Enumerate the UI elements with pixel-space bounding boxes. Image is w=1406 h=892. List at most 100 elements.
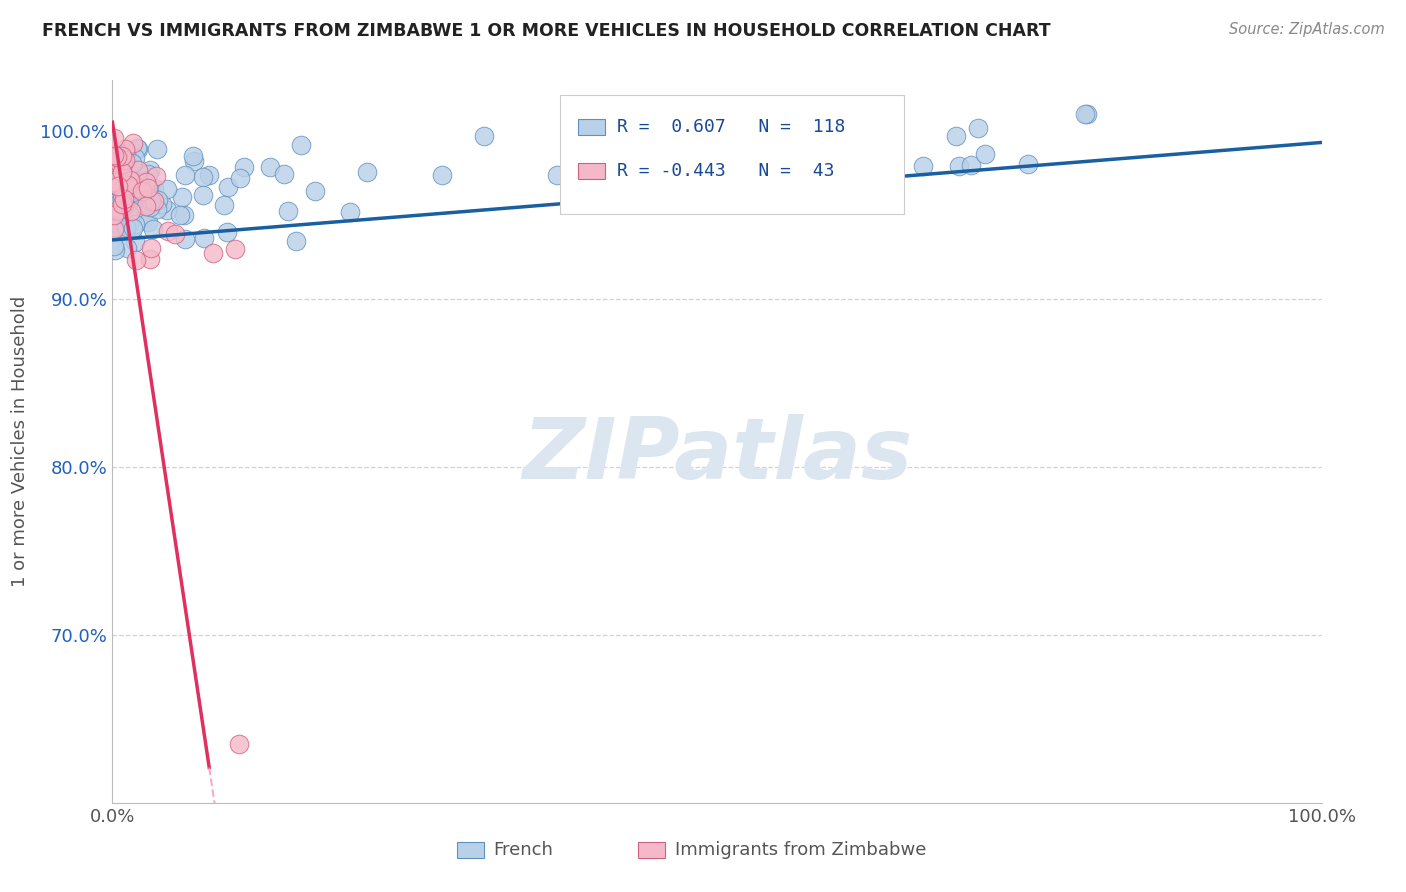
Point bbox=[610, 150, 633, 164]
Point bbox=[138, 168, 160, 182]
Point bbox=[229, 171, 252, 186]
Point bbox=[143, 194, 166, 208]
Point bbox=[146, 202, 169, 216]
Point bbox=[145, 142, 167, 156]
Text: R =  0.607   N =  118: R = 0.607 N = 118 bbox=[617, 119, 845, 136]
Point bbox=[1074, 107, 1097, 121]
Point bbox=[104, 220, 127, 235]
Point bbox=[112, 192, 135, 206]
Text: ZIPatlas: ZIPatlas bbox=[522, 415, 912, 498]
Point bbox=[156, 202, 179, 217]
Point bbox=[1017, 157, 1039, 171]
Point bbox=[339, 205, 361, 219]
Point bbox=[121, 185, 143, 199]
Point bbox=[174, 168, 197, 182]
Point bbox=[120, 191, 142, 205]
Point bbox=[111, 191, 134, 205]
Point bbox=[131, 185, 153, 199]
Point bbox=[124, 182, 146, 196]
Y-axis label: 1 or more Vehicles in Household: 1 or more Vehicles in Household bbox=[10, 296, 28, 587]
Point bbox=[224, 242, 246, 256]
Point bbox=[122, 185, 145, 199]
Point bbox=[959, 158, 981, 172]
Point bbox=[125, 252, 148, 267]
Point bbox=[169, 208, 191, 222]
Point bbox=[135, 194, 157, 209]
FancyBboxPatch shape bbox=[578, 120, 605, 136]
Point bbox=[114, 153, 136, 167]
Point bbox=[603, 139, 626, 153]
Point bbox=[193, 231, 215, 245]
Point bbox=[115, 169, 138, 184]
Point bbox=[654, 107, 676, 121]
Point bbox=[127, 142, 149, 156]
Point bbox=[139, 200, 162, 214]
Point bbox=[110, 207, 132, 221]
Point bbox=[112, 157, 135, 171]
Point bbox=[103, 131, 125, 145]
Point bbox=[157, 224, 180, 238]
Point bbox=[115, 241, 138, 255]
Point bbox=[135, 199, 157, 213]
Point bbox=[173, 208, 195, 222]
Text: FRENCH VS IMMIGRANTS FROM ZIMBABWE 1 OR MORE VEHICLES IN HOUSEHOLD CORRELATION C: FRENCH VS IMMIGRANTS FROM ZIMBABWE 1 OR … bbox=[42, 22, 1050, 40]
Point bbox=[118, 217, 141, 231]
Point bbox=[191, 169, 214, 184]
Point bbox=[883, 161, 905, 175]
Point bbox=[118, 175, 141, 189]
Point bbox=[304, 184, 326, 198]
Point bbox=[134, 185, 156, 199]
Point bbox=[912, 159, 935, 173]
Point bbox=[108, 192, 131, 206]
FancyBboxPatch shape bbox=[578, 162, 605, 178]
Point bbox=[118, 187, 141, 202]
FancyBboxPatch shape bbox=[560, 95, 904, 214]
Point bbox=[114, 223, 136, 237]
Point bbox=[107, 203, 129, 218]
Point bbox=[138, 215, 160, 229]
Point bbox=[108, 156, 131, 170]
Point bbox=[134, 210, 156, 224]
Point bbox=[122, 220, 145, 235]
Point bbox=[967, 121, 990, 136]
Point bbox=[973, 147, 995, 161]
Text: Source: ZipAtlas.com: Source: ZipAtlas.com bbox=[1229, 22, 1385, 37]
Point bbox=[713, 148, 735, 162]
Point bbox=[127, 181, 149, 195]
Point bbox=[945, 129, 967, 144]
Point bbox=[202, 246, 225, 260]
Point bbox=[105, 198, 128, 212]
Point bbox=[111, 215, 134, 229]
Point bbox=[112, 198, 135, 212]
Point bbox=[103, 147, 125, 161]
Text: R = -0.443   N =  43: R = -0.443 N = 43 bbox=[617, 161, 834, 179]
Point bbox=[107, 176, 129, 190]
Point bbox=[111, 191, 134, 205]
Point bbox=[139, 196, 162, 211]
Point bbox=[183, 154, 205, 169]
Point bbox=[118, 211, 141, 226]
Point bbox=[111, 164, 134, 178]
Point bbox=[277, 204, 299, 219]
Point bbox=[873, 175, 896, 189]
Point bbox=[121, 136, 143, 150]
Point bbox=[948, 159, 970, 173]
Point bbox=[107, 204, 129, 219]
Point bbox=[145, 169, 167, 183]
Point bbox=[103, 208, 125, 222]
FancyBboxPatch shape bbox=[457, 842, 484, 858]
Point bbox=[156, 181, 179, 195]
Point bbox=[546, 169, 568, 183]
Point bbox=[141, 181, 163, 195]
Point bbox=[110, 182, 132, 196]
Point bbox=[125, 186, 148, 201]
Point bbox=[165, 227, 187, 241]
Point bbox=[108, 148, 131, 162]
Point bbox=[117, 178, 139, 193]
Point bbox=[120, 184, 142, 198]
Point bbox=[103, 175, 125, 189]
Point bbox=[103, 221, 125, 235]
Point bbox=[643, 120, 665, 135]
Point bbox=[174, 232, 197, 246]
Point bbox=[124, 235, 146, 250]
